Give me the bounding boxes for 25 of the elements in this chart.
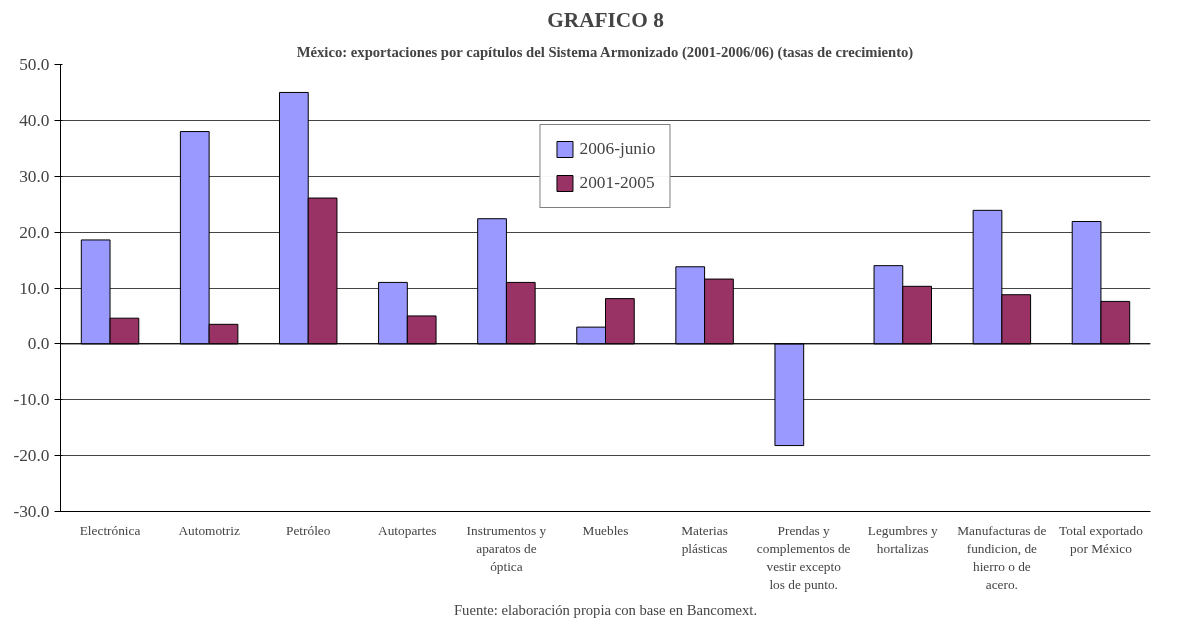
x-tick-label: Instrumentos y aparatos de óptica	[466, 522, 547, 574]
y-tick-label: 0.0	[27, 334, 50, 354]
y-tick-label: 50.0	[19, 55, 50, 74]
y-tick-label: 30.0	[19, 166, 50, 186]
y-tick-label: -20.0	[13, 446, 50, 466]
chart-title: GRAFICO 8	[547, 7, 664, 32]
x-tick-label: Manufacturas de fundicion, de hierro o de acero.	[957, 522, 1047, 592]
y-tick-label: -10.0	[13, 390, 50, 410]
x-tick-label: Prendas y complementos de vestir excepto los de punto.	[756, 522, 851, 592]
x-tick-label: Legumbres y hortalizas	[867, 522, 939, 556]
chart-subtitle: México: exportaciones por capítulos del Sistema Armonizado (2001-2006/06) (tasas de crecimiento)	[296, 43, 914, 61]
x-tick-label: Total exportado por México	[1059, 522, 1144, 556]
x-tick-label: Petróleo	[286, 522, 331, 538]
legend-label: 2006-junio	[579, 139, 656, 159]
source-note: Fuente: elaboración propia con base en Bancomext.	[453, 601, 758, 618]
x-tick-label: Materias plásticas	[681, 522, 728, 556]
y-tick-label: 20.0	[19, 222, 50, 242]
legend-label: 2001-2005	[579, 173, 655, 193]
x-tick-label: Muebles	[582, 522, 629, 538]
y-tick-label: 10.0	[19, 278, 50, 298]
x-tick-label: Electrónica	[79, 522, 141, 538]
x-tick-label: Autopartes	[378, 522, 437, 538]
y-tick-label: -30.0	[13, 502, 50, 521]
x-tick-label: Automotriz	[178, 522, 240, 538]
y-tick-label: 40.0	[19, 110, 50, 130]
